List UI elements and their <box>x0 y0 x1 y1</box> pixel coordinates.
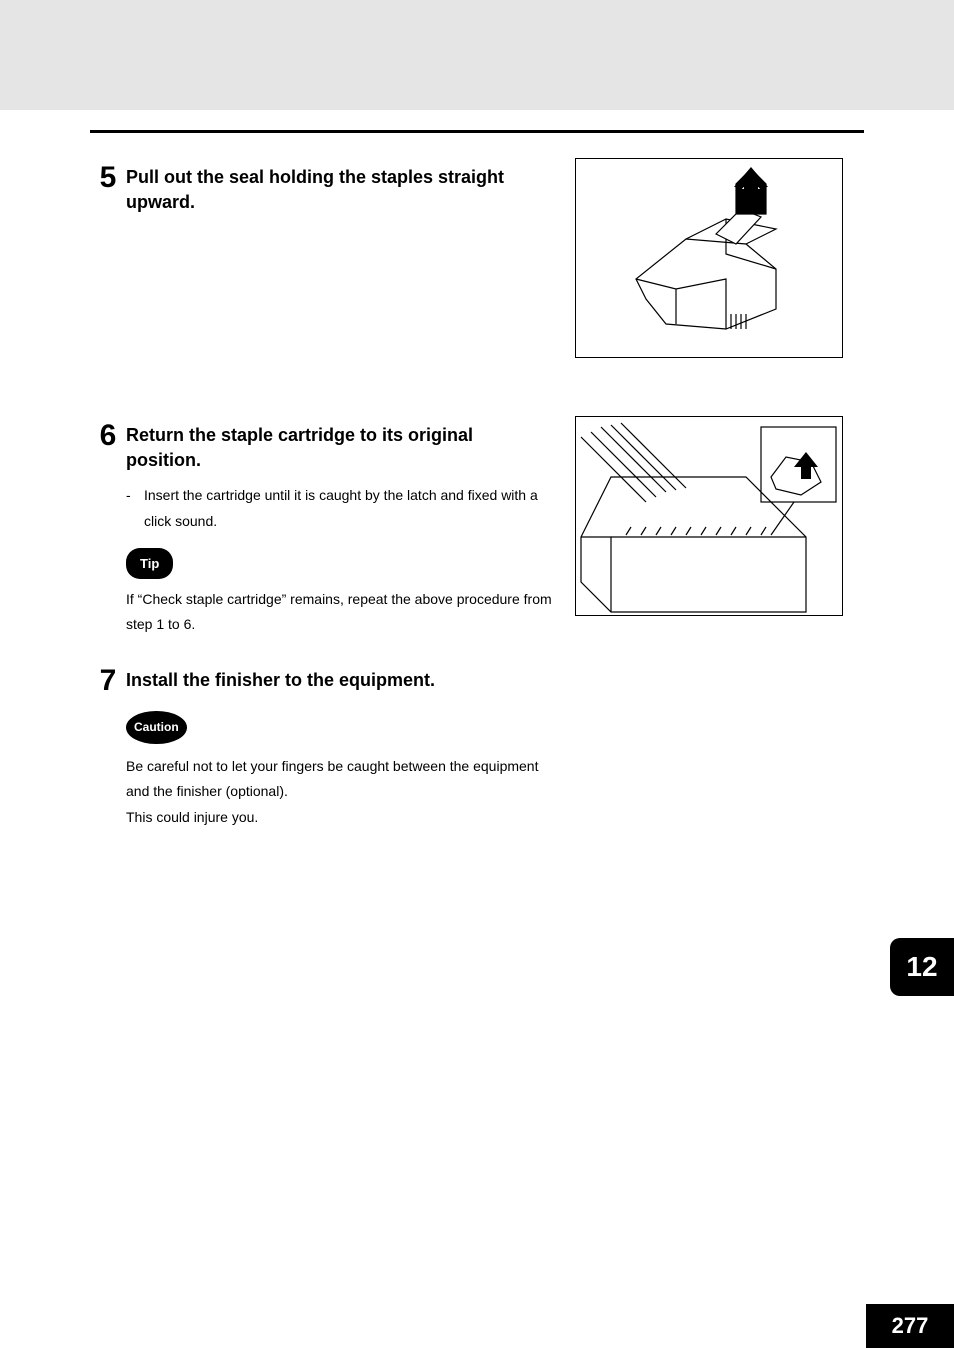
step-number: 6 <box>90 421 126 451</box>
step-number: 7 <box>90 666 126 696</box>
cartridge-illustration-icon <box>576 159 844 359</box>
step-number: 5 <box>90 163 126 193</box>
step-title: Install the finisher to the equipment. <box>126 668 546 693</box>
caution-line: Be careful not to let your fingers be ca… <box>126 754 556 804</box>
top-rule <box>90 130 864 133</box>
figure-staple-seal <box>575 158 843 358</box>
bullet-text: Insert the cartridge until it is caught … <box>144 483 556 533</box>
bullet-item: - Insert the cartridge until it is caugh… <box>126 483 556 533</box>
tip-badge: Tip <box>126 548 173 579</box>
chapter-tab: 12 <box>890 938 954 996</box>
header-band <box>0 0 954 110</box>
caution-badge: Caution <box>126 711 187 745</box>
step-title: Return the staple cartridge to its origi… <box>126 423 546 473</box>
finisher-illustration-icon <box>576 417 844 617</box>
bullet-dash: - <box>126 483 144 533</box>
page-number: 277 <box>866 1304 954 1348</box>
chapter-number: 12 <box>906 951 937 983</box>
step-title: Pull out the seal holding the staples st… <box>126 165 546 215</box>
tip-text: If “Check staple cartridge” remains, rep… <box>126 587 556 637</box>
step-7: 7 Install the finisher to the equipment.… <box>90 666 864 830</box>
caution-line: This could injure you. <box>126 805 556 830</box>
page-footer: 277 <box>866 1304 954 1348</box>
figure-return-cartridge <box>575 416 843 616</box>
